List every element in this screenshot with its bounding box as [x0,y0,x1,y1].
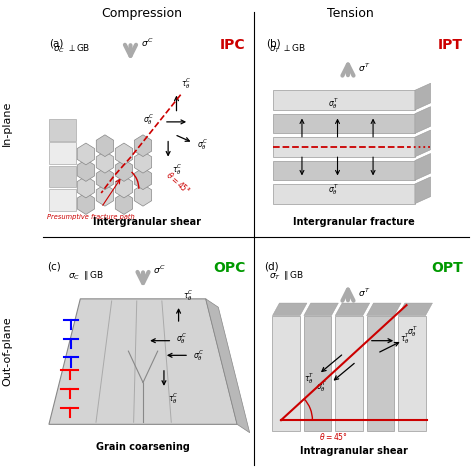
Polygon shape [415,177,430,204]
Text: Grain coarsening: Grain coarsening [96,441,190,452]
Polygon shape [96,135,114,156]
Text: $\sigma_\theta^T$: $\sigma_\theta^T$ [407,324,418,338]
Polygon shape [415,130,430,157]
Text: $\tau_\theta^T$: $\tau_\theta^T$ [304,371,315,386]
Polygon shape [415,83,430,110]
Polygon shape [366,303,401,316]
Text: $\tau_\theta^T$: $\tau_\theta^T$ [400,331,411,346]
Polygon shape [77,192,95,214]
Text: $\sigma^C$: $\sigma^C$ [154,264,166,276]
Text: (a): (a) [49,38,64,48]
Text: $\sigma_C\ \parallel$GB: $\sigma_C\ \parallel$GB [68,270,103,282]
Text: $\sigma^T$: $\sigma^T$ [358,286,371,299]
Text: $\sigma_\theta^C$: $\sigma_\theta^C$ [176,331,188,346]
Polygon shape [49,166,76,187]
Polygon shape [273,303,307,316]
Polygon shape [366,316,394,430]
Text: Compression: Compression [102,7,182,20]
Polygon shape [415,107,430,133]
Text: $\tau_\theta^C$: $\tau_\theta^C$ [181,76,191,91]
Text: $\sigma_\theta^C$: $\sigma_\theta^C$ [193,348,204,363]
Polygon shape [115,160,133,182]
Text: $\theta=45°$: $\theta=45°$ [319,430,348,442]
Text: $\sigma_T\ \perp$GB: $\sigma_T\ \perp$GB [268,43,305,55]
Polygon shape [96,184,114,206]
Text: $\sigma_\theta^T$: $\sigma_\theta^T$ [328,97,339,111]
Polygon shape [115,176,133,198]
Text: Intragranular shear: Intragranular shear [301,446,408,456]
Text: $\sigma_\theta^C$: $\sigma_\theta^C$ [143,112,154,127]
Text: $\tau_\theta^C$: $\tau_\theta^C$ [183,288,193,303]
Text: OPC: OPC [213,261,246,275]
Polygon shape [134,151,152,173]
Text: In-plane: In-plane [2,100,12,146]
Text: Intergranular shear: Intergranular shear [93,218,201,228]
Text: $\sigma_C\ \perp$GB: $\sigma_C\ \perp$GB [53,43,91,55]
Polygon shape [273,91,415,110]
Polygon shape [49,119,76,141]
Text: $\tau_\theta^C$: $\tau_\theta^C$ [168,391,179,406]
Polygon shape [96,168,114,190]
Text: Presumptive fracture path: Presumptive fracture path [47,214,135,220]
Polygon shape [398,303,432,316]
Polygon shape [335,303,370,316]
Text: Intergranular fracture: Intergranular fracture [293,218,415,228]
Polygon shape [398,316,426,430]
Polygon shape [96,151,114,173]
Polygon shape [304,316,331,430]
Polygon shape [335,316,363,430]
Polygon shape [134,135,152,156]
Polygon shape [273,161,415,180]
Polygon shape [115,143,133,165]
Text: $\sigma^C$: $\sigma^C$ [141,36,154,49]
Text: $\sigma_\theta^T$: $\sigma_\theta^T$ [316,379,327,394]
Polygon shape [273,137,415,157]
Text: $\sigma_\theta^C$: $\sigma_\theta^C$ [197,137,209,152]
Text: $\sigma^T$: $\sigma^T$ [358,61,371,74]
Polygon shape [49,143,76,164]
Text: IPT: IPT [438,38,463,52]
Text: (b): (b) [266,38,281,48]
Text: $\tau_\theta^C$: $\tau_\theta^C$ [173,162,183,176]
Polygon shape [304,303,338,316]
Text: Out-of-plane: Out-of-plane [2,316,12,385]
Polygon shape [134,184,152,206]
Text: $\sigma_\theta^T$: $\sigma_\theta^T$ [328,182,339,198]
Polygon shape [206,299,250,433]
Text: (c): (c) [47,261,61,271]
Polygon shape [273,316,300,430]
Text: (d): (d) [264,261,279,271]
Polygon shape [273,114,415,133]
Text: $\theta=45°$: $\theta=45°$ [164,169,193,196]
Text: $\sigma_T\ \parallel$GB: $\sigma_T\ \parallel$GB [268,270,304,282]
Polygon shape [49,299,237,424]
Polygon shape [273,184,415,204]
Text: IPC: IPC [220,38,246,52]
Polygon shape [115,192,133,214]
Text: OPT: OPT [431,261,463,275]
Text: Tension: Tension [328,7,374,20]
Polygon shape [77,160,95,182]
Polygon shape [415,154,430,180]
Polygon shape [77,143,95,165]
Polygon shape [134,168,152,190]
Polygon shape [77,176,95,198]
Polygon shape [49,189,76,211]
